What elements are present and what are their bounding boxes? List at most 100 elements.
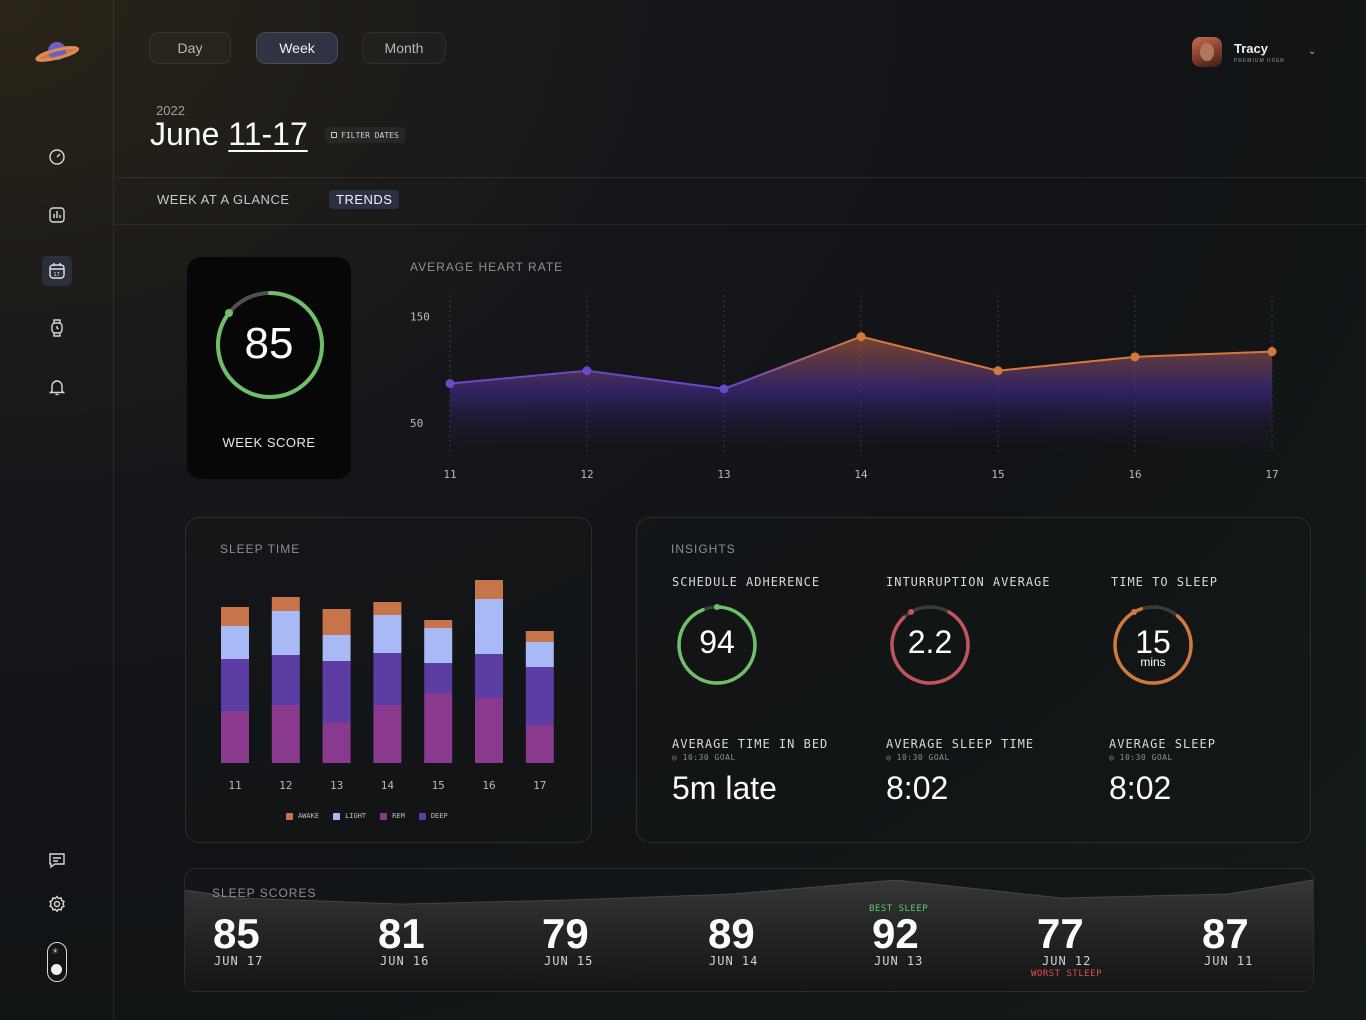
week-score-value: 85 (244, 319, 294, 368)
bar-segment-awake[interactable] (221, 607, 249, 626)
x-tick-label: 16 (1128, 468, 1141, 481)
heart-rate-point[interactable] (445, 379, 455, 389)
filter-dates-label: FILTER DATES (341, 130, 399, 140)
x-tick-label: 15 (991, 468, 1004, 481)
tab-month[interactable]: Month (362, 32, 446, 64)
planet-logo[interactable] (34, 38, 80, 66)
week-score-label: WEEK SCORE (222, 435, 316, 450)
user-role: PREMIUM USER (1234, 57, 1285, 64)
filter-dates-button[interactable]: FILTER DATES (325, 127, 405, 143)
bar-segment-light[interactable] (373, 615, 402, 653)
bar-segment-rem[interactable] (525, 725, 554, 763)
bar-segment-deep[interactable] (424, 663, 453, 693)
user-name: Tracy (1234, 40, 1268, 56)
schedule-adherence-value: 94 (699, 624, 735, 660)
sun-icon: ☀ (51, 946, 60, 956)
bar-segment-awake[interactable] (271, 597, 300, 611)
calendar-icon[interactable]: 17 (42, 256, 72, 286)
insights-title: INSIGHTS (671, 542, 736, 556)
bar-segment-deep[interactable] (475, 654, 503, 698)
bar-segment-rem[interactable] (373, 705, 402, 763)
dashboard-icon[interactable] (42, 142, 72, 172)
page-title: June 11-17 (150, 116, 308, 153)
calendar-small-icon (331, 132, 337, 138)
bar-segment-deep[interactable] (221, 659, 249, 711)
heart-rate-point[interactable] (719, 384, 729, 394)
sleep-score-date: JUN 14 (709, 954, 759, 968)
bar-segment-deep[interactable] (373, 653, 402, 705)
avatar[interactable] (1192, 37, 1222, 67)
bar-segment-light[interactable] (525, 642, 554, 667)
heart-rate-chart: 11 12 13 14 15 16 17 150 50 (410, 295, 1279, 481)
title-month: June (150, 116, 220, 152)
sleep-score-date: JUN 12 (1042, 954, 1092, 968)
sleep-time-goal: ◎ 10:30 GOAL (886, 753, 950, 762)
x-tick-label: 13 (717, 468, 730, 481)
watch-icon[interactable] (42, 313, 72, 343)
bar-segment-awake[interactable] (424, 620, 453, 628)
legend-rem: REM (380, 812, 405, 820)
x-tick-label: 13 (330, 779, 343, 792)
time-to-sleep-value: 15 (1135, 624, 1171, 660)
bar-segment-awake[interactable] (475, 580, 503, 599)
bell-icon[interactable] (42, 372, 72, 402)
interruption-average-ring (890, 605, 970, 685)
title-range[interactable]: 11-17 (228, 116, 308, 152)
tab-week[interactable]: Week (256, 32, 338, 64)
bar-segment-awake[interactable] (525, 631, 554, 642)
bar-segment-rem[interactable] (271, 705, 300, 763)
tab-week-at-a-glance[interactable]: WEEK AT A GLANCE (157, 192, 290, 207)
user-menu[interactable]: Tracy PREMIUM USER (1192, 37, 1285, 67)
bed-goal: ◎ 10:30 GOAL (672, 753, 736, 762)
heart-rate-point[interactable] (856, 332, 866, 342)
x-tick-label: 16 (482, 779, 495, 792)
divider (114, 224, 1366, 225)
bar-segment-rem[interactable] (424, 693, 453, 763)
avg-time-in-bed-value: 5m late (672, 770, 777, 806)
day-night-toggle[interactable]: ☀ (47, 942, 67, 982)
sleep-time-title: SLEEP TIME (220, 542, 301, 556)
tab-day[interactable]: Day (149, 32, 231, 64)
sleep-score-value: 85 (213, 910, 260, 957)
heart-rate-point[interactable] (1267, 347, 1277, 357)
sleep-score-value: 81 (378, 910, 425, 957)
legend-deep: DEEP (418, 812, 448, 820)
x-tick-label: 12 (279, 779, 292, 792)
bar-segment-awake[interactable] (373, 602, 402, 615)
heart-rate-point[interactable] (582, 366, 592, 376)
heart-rate-point[interactable] (993, 366, 1003, 376)
legend-light: LIGHT (333, 812, 366, 820)
bar-segment-deep[interactable] (525, 667, 554, 725)
bar-segment-awake[interactable] (322, 609, 351, 635)
bar-segment-rem[interactable] (475, 698, 503, 763)
avg-sleep-time-value: 8:02 (886, 770, 949, 806)
heart-rate-point[interactable] (1130, 352, 1140, 362)
chevron-down-icon[interactable]: ⌄ (1308, 46, 1317, 57)
schedule-adherence-label: SCHEDULE ADHERENCE (672, 575, 821, 589)
bar-segment-light[interactable] (475, 599, 503, 654)
bar-segment-light[interactable] (271, 611, 300, 655)
bar-segment-deep[interactable] (271, 655, 300, 705)
sleep-time-chart: 11 12 13 14 15 16 17 (221, 580, 554, 792)
x-tick-label: 17 (1265, 468, 1278, 481)
gear-icon[interactable] (42, 889, 72, 919)
y-tick-label: 150 (410, 310, 430, 323)
sidebar: 17 ☀ (0, 0, 114, 1020)
sleep-score-date: JUN 17 (214, 954, 264, 968)
tab-trends[interactable]: TRENDS (329, 190, 400, 209)
sleep-score-date: JUN 13 (874, 954, 924, 968)
bar-segment-rem[interactable] (322, 723, 351, 763)
x-tick-label: 14 (854, 468, 868, 481)
heart-rate-area (450, 336, 1272, 455)
sleep-score-date: JUN 15 (544, 954, 594, 968)
bar-segment-light[interactable] (424, 628, 453, 663)
bar-segment-light[interactable] (221, 626, 249, 659)
time-to-sleep-unit: mins (1140, 655, 1166, 669)
bar-segment-light[interactable] (322, 635, 351, 661)
avg-time-in-bed-label: AVERAGE TIME IN BED (672, 737, 829, 751)
chat-icon[interactable] (42, 845, 72, 875)
bar-segment-rem[interactable] (221, 711, 249, 763)
x-tick-label: 17 (533, 779, 546, 792)
bar-segment-deep[interactable] (322, 661, 351, 723)
chart-icon[interactable] (42, 200, 72, 230)
